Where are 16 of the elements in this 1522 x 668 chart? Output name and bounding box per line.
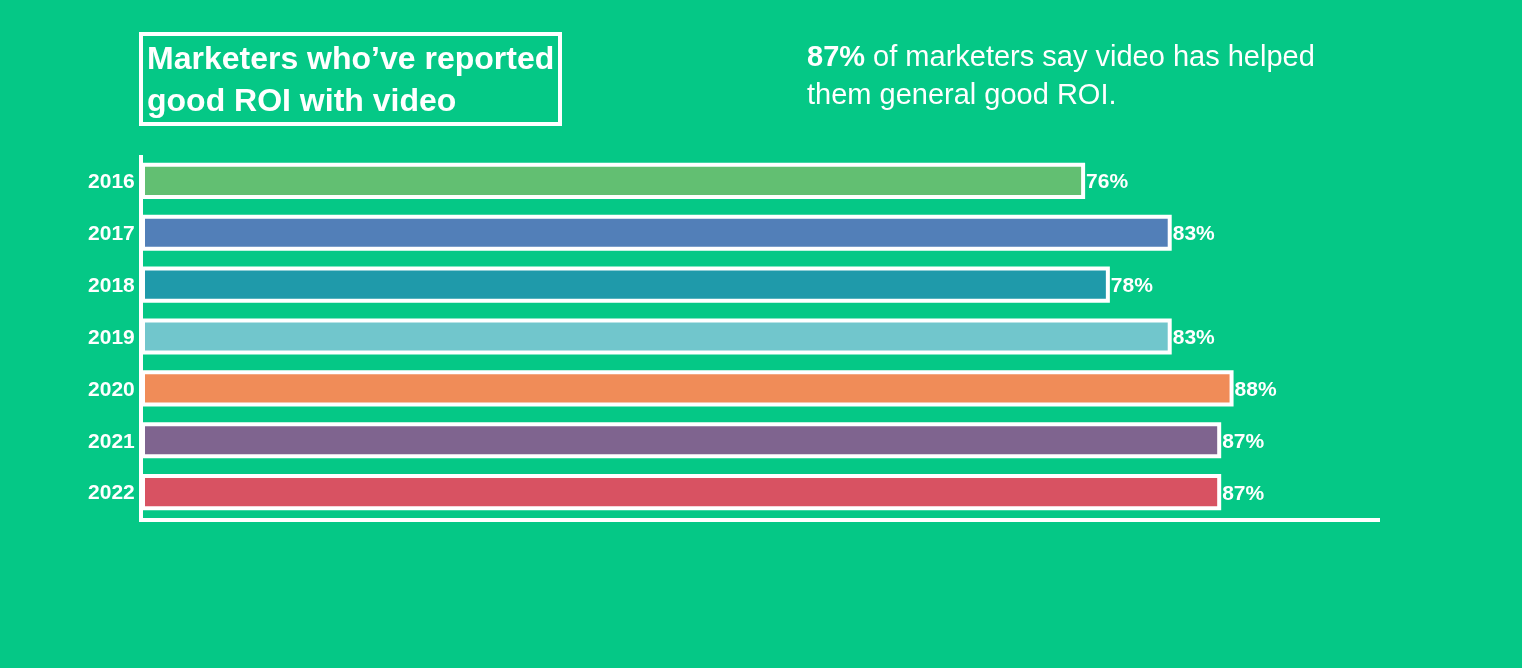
y-tick-label: 2019 <box>88 324 135 348</box>
data-label: 78% <box>1110 273 1154 297</box>
y-tick-label: 2022 <box>88 480 135 504</box>
chart-subtitle: 87% of marketers say video has helped them general good ROI. <box>807 40 1315 110</box>
data-label: 87% <box>1222 480 1265 504</box>
data-label: 76% <box>1086 169 1129 193</box>
y-tick-label: 2016 <box>88 169 135 193</box>
y-tick-label: 2020 <box>88 376 135 400</box>
data-label: 83% <box>1172 325 1216 348</box>
y-tick-label: 2017 <box>88 221 135 245</box>
chart-title: Marketers who’ve reported good ROI with video <box>147 40 555 118</box>
y-tick-label: 2018 <box>88 272 136 296</box>
y-tick-label: 2021 <box>88 428 136 452</box>
data-label: 83% <box>1172 221 1216 245</box>
data-label: 87% <box>1222 428 1265 452</box>
data-label: 88% <box>1234 376 1277 400</box>
